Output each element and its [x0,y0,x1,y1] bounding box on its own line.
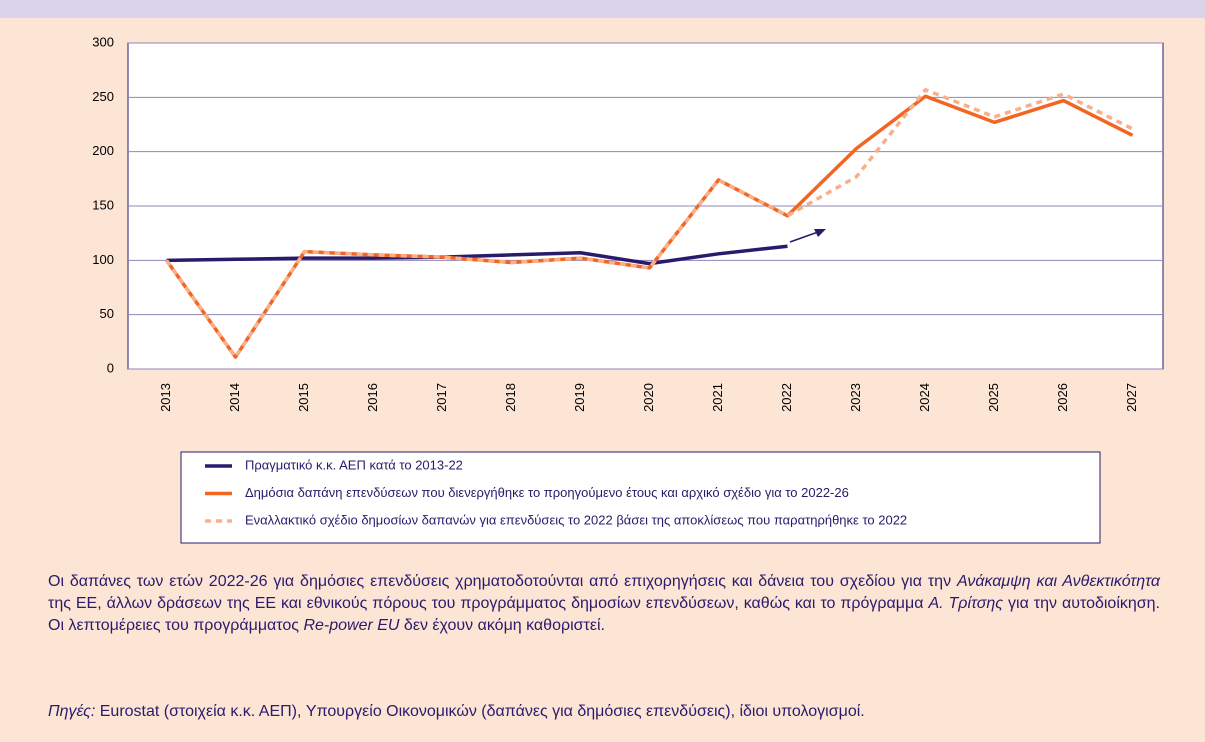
x-tick-label: 2015 [296,383,311,412]
x-tick-label: 2026 [1055,383,1070,412]
note-part: Οι δαπάνες των ετών 2022-26 για δημόσιες… [48,573,957,590]
y-tick-label: 150 [92,197,114,212]
note-part: της ΕΕ, άλλων δράσεων της ΕΕ και εθνικού… [48,595,929,612]
y-tick-label: 50 [100,306,114,321]
x-tick-label: 2024 [917,383,932,412]
x-tick-label: 2027 [1124,383,1139,412]
legend-label: Εναλλακτικό σχέδιο δημοσίων δαπανών για … [245,512,907,527]
y-tick-label: 250 [92,89,114,104]
note-part: δεν έχουν ακόμη καθοριστεί. [399,617,605,634]
x-tick-label: 2017 [434,383,449,412]
series-line [166,244,788,266]
x-tick-label: 2023 [848,383,863,412]
note-part: Α. Τρίτσης [928,595,1004,612]
x-tick-label: 2018 [503,383,518,412]
annotation-arrow [789,229,826,243]
legend-label: Πραγματικό κ.κ. ΑΕΠ κατά το 2013-22 [245,457,463,472]
top-band [0,0,1205,18]
note-part: για την αυτοδιοίκηση. Οι λεπτομέρειες το… [48,595,1161,634]
y-tick-label: 200 [92,143,114,158]
sources-part: Eurostat (στοιχεία κ.κ. ΑΕΠ), Υπουργείο … [95,703,865,720]
sources-text: Πηγές: Eurostat (στοιχεία κ.κ. ΑΕΠ), Υπο… [48,701,1160,723]
legend-box [180,451,1101,544]
x-tick-label: 2025 [986,383,1001,412]
note-text: Οι δαπάνες των ετών 2022-26 για δημόσιες… [48,571,1160,637]
y-tick-label: 100 [92,252,114,267]
x-tick-label: 2022 [779,383,794,412]
x-tick-label: 2013 [158,383,173,412]
x-tick-label: 2020 [641,383,656,412]
legend-label: Δημόσια δαπάνη επενδύσεων που διενεργήθη… [245,485,849,500]
note-part: Re-power EU [303,617,400,634]
x-tick-label: 2019 [572,383,587,412]
x-tick-label: 2014 [227,383,242,412]
y-tick-label: 0 [107,360,114,375]
sources-label: Πηγές: [48,703,96,720]
x-tick-label: 2021 [710,383,725,412]
y-tick-label: 300 [92,34,114,49]
series-line [165,87,1134,359]
chart: 0 50 100 150 200 250 300 2013 2014 2015 2016 2017 20… [92,34,1164,544]
note-part: Ανάκαμψη και Ανθεκτικότητα [956,573,1161,590]
x-tick-label: 2016 [365,383,380,412]
